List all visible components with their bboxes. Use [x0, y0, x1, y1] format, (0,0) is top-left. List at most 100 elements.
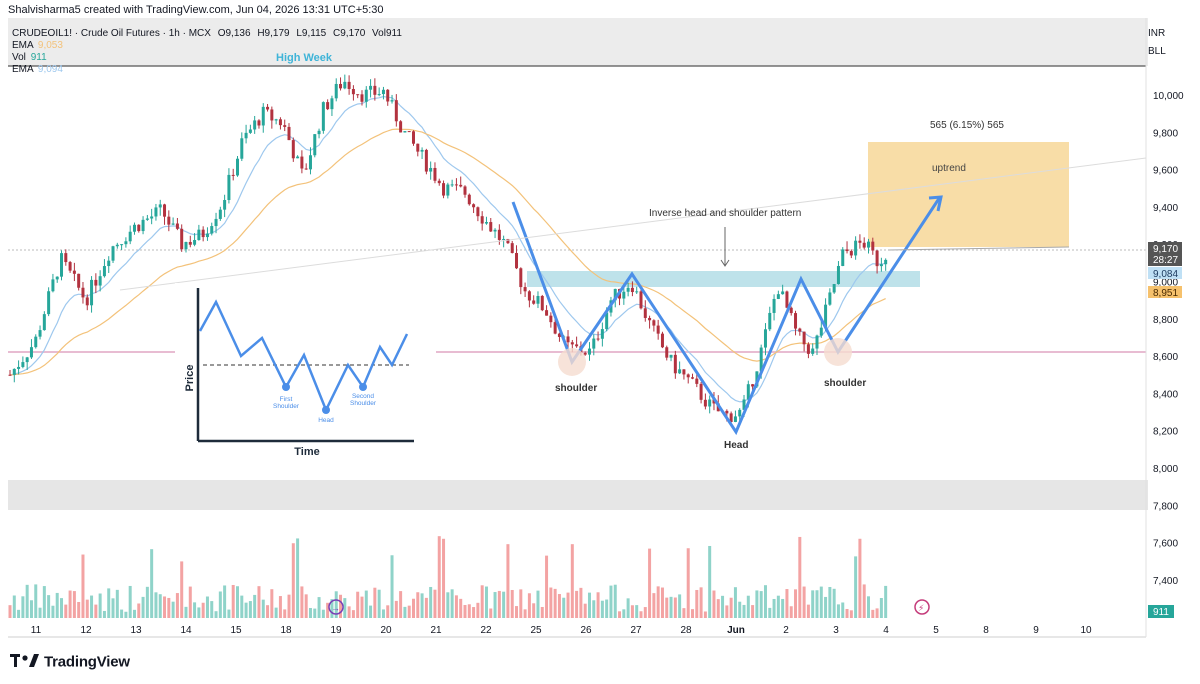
- volume-bar: [527, 593, 531, 618]
- candle-body: [72, 270, 76, 274]
- replay-icon[interactable]: [328, 599, 344, 615]
- candle-body: [665, 347, 669, 358]
- candle-body: [806, 344, 810, 354]
- candle-body: [635, 291, 639, 293]
- volume-bar: [351, 610, 355, 618]
- candle-body: [656, 325, 660, 334]
- candle-body: [515, 252, 519, 269]
- volume-bar: [738, 601, 742, 618]
- volume-bar: [845, 608, 849, 618]
- volume-bar: [137, 603, 141, 618]
- volume-bar: [476, 602, 480, 618]
- volume-bar: [171, 601, 175, 618]
- currency-badge[interactable]: INR: [1148, 28, 1166, 39]
- candle-body: [712, 399, 716, 404]
- candle-body: [798, 328, 802, 332]
- candle-body: [695, 378, 699, 384]
- volume-bar: [630, 605, 634, 618]
- inset-first-shoulder-dot: [282, 383, 290, 391]
- candle-body: [519, 268, 523, 288]
- candle-body: [493, 229, 497, 232]
- candle-body: [154, 207, 158, 217]
- candle-body: [600, 329, 604, 339]
- volume-bar: [776, 595, 780, 618]
- volume-bar: [493, 592, 497, 618]
- y-tick-label: 7,800: [1153, 501, 1178, 512]
- volume-bar: [459, 598, 463, 618]
- candle-body: [557, 333, 561, 337]
- alert-icon[interactable]: [914, 599, 930, 615]
- x-axis-ticks: 11 12 13 14 15 18 19 20 21 22 25 26 27 28 Jun 2 3 4 5 8 9 10: [31, 625, 1092, 636]
- candle-body: [510, 243, 514, 253]
- volume-bars: [8, 536, 888, 618]
- volume-bar: [180, 561, 184, 618]
- volume-bar: [648, 548, 652, 618]
- volume-bar: [523, 609, 527, 618]
- volume-bar: [253, 594, 257, 618]
- volume-bar: [789, 606, 793, 618]
- candle-body: [815, 335, 819, 349]
- inset-head-label: Head: [318, 417, 334, 424]
- volume-bar: [712, 590, 716, 618]
- volume-bar: [635, 605, 639, 618]
- candle-body: [356, 94, 360, 96]
- candle-body: [394, 100, 398, 122]
- x-tick-label: 22: [480, 625, 492, 636]
- volume-bar: [755, 590, 759, 618]
- volume-bar: [802, 586, 806, 618]
- candle-body: [296, 156, 300, 159]
- volume-bar: [55, 592, 59, 618]
- volume-bar: [124, 611, 128, 618]
- volume-bar: [360, 596, 364, 618]
- volume-bar: [72, 591, 76, 618]
- candle-body: [21, 362, 25, 367]
- volume-bar: [42, 586, 46, 618]
- candle-body: [819, 327, 823, 336]
- candle-body: [527, 291, 531, 301]
- candle-body: [403, 131, 407, 133]
- alert-icon-glyph: ⚡: [918, 603, 924, 613]
- candle-body: [442, 183, 446, 196]
- y-tick-label: 8,800: [1153, 315, 1178, 326]
- volume-bar: [691, 609, 695, 618]
- volume-bar: [356, 591, 360, 618]
- extra-badge[interactable]: BLL: [1148, 46, 1166, 57]
- right-shoulder-marker: [824, 338, 852, 366]
- candle-body: [699, 383, 703, 400]
- volume-bar: [742, 604, 746, 618]
- candle-body: [725, 410, 729, 414]
- volume-bar: [502, 591, 506, 618]
- candle-body: [669, 354, 673, 358]
- volume-bar: [772, 598, 776, 618]
- candle-body: [128, 231, 132, 242]
- volume-bar: [128, 585, 132, 618]
- candle-body: [184, 241, 188, 250]
- candle-body: [502, 238, 506, 240]
- candle-body: [261, 106, 265, 126]
- volume-bar: [12, 595, 16, 618]
- candle-body: [64, 253, 68, 263]
- candle-body: [480, 216, 484, 224]
- candle-body: [214, 218, 218, 227]
- candle-body: [369, 85, 373, 90]
- x-tick-label: 2: [783, 625, 789, 636]
- inset-pattern-line: [198, 299, 409, 414]
- inset-diagram: Price Time First Shoulder Head Second Shou…: [175, 283, 436, 458]
- candle-body: [141, 219, 145, 232]
- candle-body: [763, 329, 767, 348]
- volume-bar: [29, 600, 33, 618]
- candle-body: [218, 209, 222, 219]
- candle-body: [884, 259, 888, 265]
- volume-bar: [90, 595, 94, 618]
- candle-body: [858, 240, 862, 243]
- candle-body: [738, 409, 742, 417]
- volume-bar: [81, 554, 85, 618]
- candle-body: [240, 138, 244, 159]
- candle-body: [334, 83, 338, 99]
- volume-bar: [579, 587, 583, 618]
- candle-body: [652, 320, 656, 326]
- y-tick-label: 9,000: [1153, 278, 1178, 289]
- volume-bar: [686, 548, 690, 618]
- candle-body: [317, 130, 321, 135]
- candle-body: [390, 100, 394, 102]
